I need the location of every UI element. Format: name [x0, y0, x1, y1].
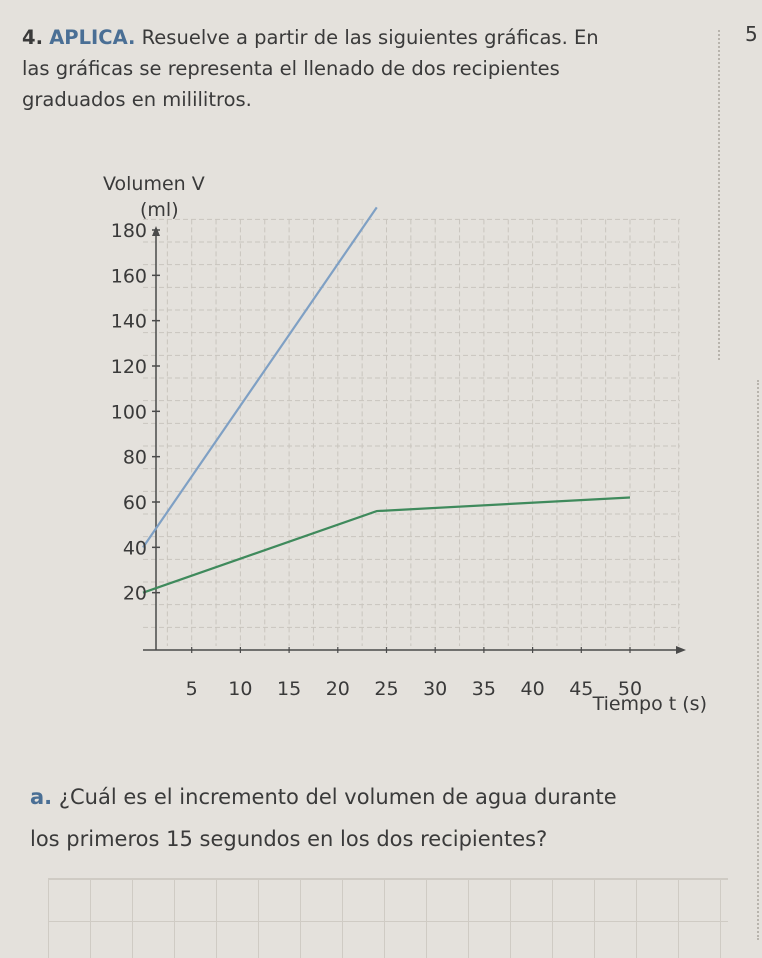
line-chart: 20 40 60 80 100 120 140 160 180 5 10 15 20 25 30 35 40 45…	[103, 173, 707, 715]
x-tick-label: 40	[521, 678, 545, 700]
x-tick-label: 35	[472, 678, 496, 700]
series-line-blue	[142, 206, 378, 548]
margin-divider-lower	[757, 380, 759, 940]
y-tick-label: 100	[111, 401, 147, 423]
y-tick-label: 60	[123, 492, 147, 514]
y-tick-label: 120	[111, 356, 147, 378]
exercise-label: APLICA.	[49, 26, 136, 49]
answer-grid[interactable]	[48, 878, 728, 958]
chart-series	[142, 206, 631, 594]
y-axis-title: Volumen V	[103, 173, 205, 195]
x-tick-label: 45	[569, 678, 593, 700]
chart-labels: 20 40 60 80 100 120 140 160 180 5 10 15 20 25 30 35 40 45…	[103, 173, 707, 715]
statement-line-1: 4. APLICA. Resuelve a partir de las sigu…	[22, 22, 702, 53]
question-text-1: ¿Cuál es el incremento del volumen de ag…	[52, 785, 617, 809]
y-tick-label: 40	[123, 537, 147, 559]
y-axis-unit: (ml)	[140, 199, 179, 221]
y-tick-label: 80	[123, 447, 147, 469]
y-axis-arrow	[152, 226, 160, 236]
x-tick-label: 20	[326, 678, 350, 700]
question-a: a. ¿Cuál es el incremento del volumen de…	[30, 776, 750, 860]
question-line-2: los primeros 15 segundos en los dos reci…	[30, 827, 548, 851]
y-tick-label: 140	[111, 311, 147, 333]
x-tick-label: 25	[374, 678, 398, 700]
y-tick-label: 160	[111, 265, 147, 287]
y-tick-label: 20	[123, 583, 147, 605]
exercise-statement: 4. APLICA. Resuelve a partir de las sigu…	[22, 22, 702, 115]
statement-line-2: las gráficas se representa el llenado de…	[22, 57, 560, 80]
x-axis-arrow	[676, 646, 686, 654]
series-line-green	[142, 496, 631, 594]
question-line-1: a. ¿Cuál es el incremento del volumen de…	[30, 776, 750, 818]
statement-line-3: graduados en mililitros.	[22, 88, 252, 111]
x-tick-label: 15	[277, 678, 301, 700]
chart-axes	[143, 226, 686, 654]
x-tick-label: 10	[228, 678, 252, 700]
x-tick-label: 30	[423, 678, 447, 700]
x-axis-title: Tiempo t (s)	[592, 693, 707, 715]
x-tick-label: 5	[186, 678, 198, 700]
margin-divider	[718, 30, 720, 360]
x-tick-label: 50	[618, 678, 642, 700]
exercise-number: 4.	[22, 26, 43, 49]
page-number: 5	[745, 22, 758, 46]
y-tick-label: 180	[111, 220, 147, 242]
question-letter: a.	[30, 785, 53, 809]
statement-text-1: Resuelve a partir de las siguientes gráf…	[135, 26, 599, 49]
chart-grid	[143, 218, 680, 646]
